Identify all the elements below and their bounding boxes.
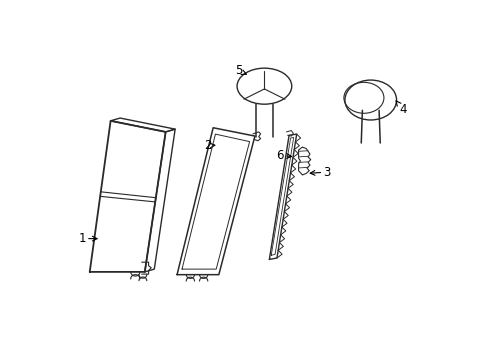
Text: 1: 1 [78,232,97,245]
Text: 6: 6 [277,149,292,162]
Text: 3: 3 [310,166,331,179]
Text: 4: 4 [396,101,407,116]
Text: 5: 5 [235,64,246,77]
Text: 2: 2 [204,139,215,152]
